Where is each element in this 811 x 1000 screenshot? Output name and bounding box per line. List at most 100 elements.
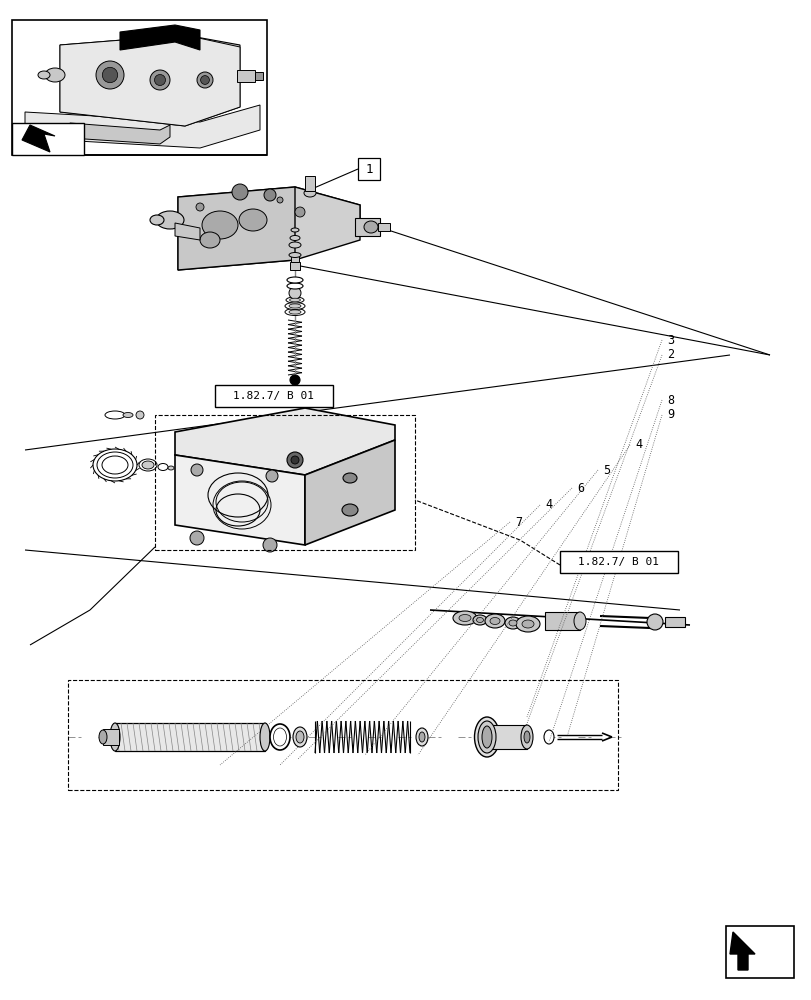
Ellipse shape: [342, 473, 357, 483]
Ellipse shape: [573, 612, 586, 630]
Polygon shape: [294, 187, 359, 260]
Text: 4: 4: [544, 498, 551, 512]
Ellipse shape: [523, 731, 530, 743]
Bar: [68, 680, 617, 790]
Polygon shape: [22, 125, 55, 152]
Circle shape: [135, 411, 144, 419]
Ellipse shape: [303, 189, 315, 197]
Ellipse shape: [273, 728, 286, 746]
Ellipse shape: [484, 614, 504, 628]
Ellipse shape: [543, 730, 553, 744]
Ellipse shape: [156, 211, 184, 229]
Text: 7: 7: [514, 516, 521, 528]
Text: 8: 8: [666, 393, 673, 406]
Ellipse shape: [521, 725, 532, 749]
Ellipse shape: [158, 464, 168, 471]
Ellipse shape: [478, 721, 496, 753]
Circle shape: [277, 197, 283, 203]
Polygon shape: [25, 105, 260, 148]
Text: 3: 3: [666, 334, 673, 347]
Ellipse shape: [99, 730, 107, 744]
Bar: [103, 729, 119, 745]
Ellipse shape: [285, 308, 305, 316]
Ellipse shape: [453, 611, 476, 625]
Circle shape: [102, 67, 118, 83]
Ellipse shape: [38, 71, 50, 79]
Bar: [378, 223, 389, 231]
Circle shape: [195, 203, 204, 211]
Text: 4: 4: [634, 438, 642, 452]
Bar: [12, 20, 267, 155]
Circle shape: [289, 287, 301, 299]
Circle shape: [263, 538, 277, 552]
Circle shape: [150, 70, 169, 90]
Ellipse shape: [458, 614, 470, 621]
Ellipse shape: [102, 456, 128, 474]
Bar: [305, 176, 315, 191]
Bar: [354, 218, 380, 236]
Ellipse shape: [105, 411, 125, 419]
Ellipse shape: [418, 732, 424, 742]
Ellipse shape: [293, 727, 307, 747]
Ellipse shape: [285, 297, 303, 303]
Polygon shape: [70, 123, 169, 144]
Polygon shape: [178, 187, 294, 270]
Bar: [12, 123, 84, 155]
Ellipse shape: [473, 615, 487, 625]
Bar: [487, 725, 526, 749]
Polygon shape: [305, 440, 394, 545]
Ellipse shape: [508, 620, 517, 626]
Ellipse shape: [139, 459, 157, 471]
Ellipse shape: [200, 232, 220, 248]
Ellipse shape: [290, 298, 300, 302]
Circle shape: [264, 189, 276, 201]
Ellipse shape: [415, 728, 427, 746]
Text: 5: 5: [603, 464, 609, 477]
Polygon shape: [175, 408, 394, 475]
Bar: [255, 72, 263, 80]
Circle shape: [190, 531, 204, 545]
Ellipse shape: [150, 215, 164, 225]
Ellipse shape: [289, 242, 301, 248]
Ellipse shape: [286, 277, 303, 283]
Text: 1: 1: [365, 163, 372, 176]
Circle shape: [286, 452, 303, 468]
Bar: [358, 158, 380, 180]
Text: 2: 2: [666, 349, 673, 361]
Ellipse shape: [270, 724, 290, 750]
Ellipse shape: [260, 723, 270, 751]
Ellipse shape: [489, 617, 500, 624]
Text: 6: 6: [577, 482, 583, 494]
Bar: [664, 617, 684, 627]
Circle shape: [96, 61, 124, 89]
Ellipse shape: [290, 235, 299, 240]
Circle shape: [154, 74, 165, 86]
Text: 1.82.7/ B 01: 1.82.7/ B 01: [234, 391, 314, 401]
Ellipse shape: [296, 731, 303, 743]
Ellipse shape: [122, 412, 133, 418]
Circle shape: [232, 184, 247, 200]
Bar: [237, 70, 255, 82]
Circle shape: [290, 456, 298, 464]
Polygon shape: [729, 932, 754, 970]
Bar: [290, 262, 299, 270]
Ellipse shape: [476, 617, 483, 622]
Circle shape: [191, 464, 203, 476]
Bar: [544, 612, 579, 630]
Text: 1.82.7/ B 01: 1.82.7/ B 01: [577, 557, 659, 567]
Ellipse shape: [341, 504, 358, 516]
Ellipse shape: [289, 310, 301, 314]
Text: 9: 9: [666, 408, 673, 422]
Circle shape: [294, 207, 305, 217]
Bar: [560, 551, 677, 573]
Ellipse shape: [202, 211, 238, 239]
Polygon shape: [120, 25, 200, 50]
Circle shape: [200, 76, 209, 84]
Ellipse shape: [290, 228, 298, 232]
Ellipse shape: [289, 304, 301, 308]
Ellipse shape: [504, 617, 521, 629]
Bar: [725, 926, 793, 978]
Polygon shape: [175, 223, 200, 240]
Polygon shape: [175, 455, 305, 545]
Ellipse shape: [482, 726, 491, 748]
